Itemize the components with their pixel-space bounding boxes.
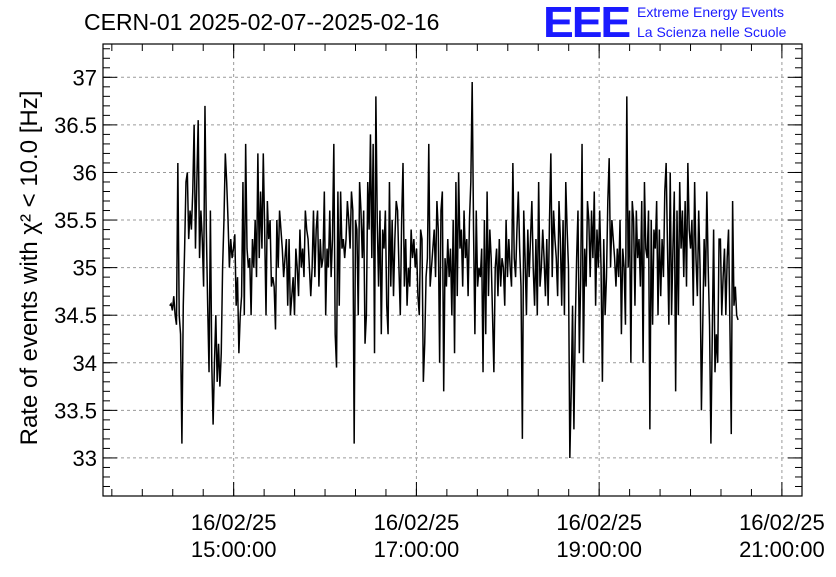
x-tick-label-date: 16/02/25 bbox=[739, 510, 825, 535]
y-tick-label: 34 bbox=[73, 351, 97, 376]
logo-line-1: Extreme Energy Events bbox=[637, 4, 785, 20]
axes bbox=[102, 43, 803, 497]
x-tick-label-time: 17:00:00 bbox=[374, 537, 460, 562]
y-tick-label: 34.5 bbox=[54, 303, 97, 328]
eee-logo: EEE bbox=[543, 0, 631, 47]
y-tick-label: 36.5 bbox=[54, 113, 97, 138]
x-tick-label-date: 16/02/25 bbox=[191, 510, 277, 535]
x-tick-label-time: 21:00:00 bbox=[739, 537, 825, 562]
y-axis-label: Rate of events with χ² < 10.0 [Hz] bbox=[16, 90, 43, 446]
y-tick-label: 33 bbox=[73, 446, 97, 471]
y-tick-label: 33.5 bbox=[54, 398, 97, 423]
x-tick-label-date: 16/02/25 bbox=[556, 510, 642, 535]
x-tick-label-time: 19:00:00 bbox=[556, 537, 642, 562]
chart-title: CERN-01 2025-02-07--2025-02-16 bbox=[84, 9, 440, 35]
x-tick-label-time: 15:00:00 bbox=[191, 537, 277, 562]
plot-frame bbox=[102, 43, 803, 497]
y-tick-label: 36 bbox=[73, 160, 97, 185]
x-tick-labels: 16/02/2515:00:0016/02/2517:00:0016/02/25… bbox=[191, 510, 825, 562]
y-tick-labels: 33 33.5 34 34.5 35 35.5 36 36.5 37 bbox=[54, 65, 97, 471]
logo-line-2: La Scienza nelle Scuole bbox=[637, 24, 787, 40]
data-series bbox=[169, 82, 739, 458]
y-tick-label: 35.5 bbox=[54, 208, 97, 233]
y-tick-label: 37 bbox=[73, 65, 97, 90]
x-tick-label-date: 16/02/25 bbox=[374, 510, 460, 535]
y-tick-label: 35 bbox=[73, 256, 97, 281]
rate-series-line bbox=[169, 82, 739, 458]
